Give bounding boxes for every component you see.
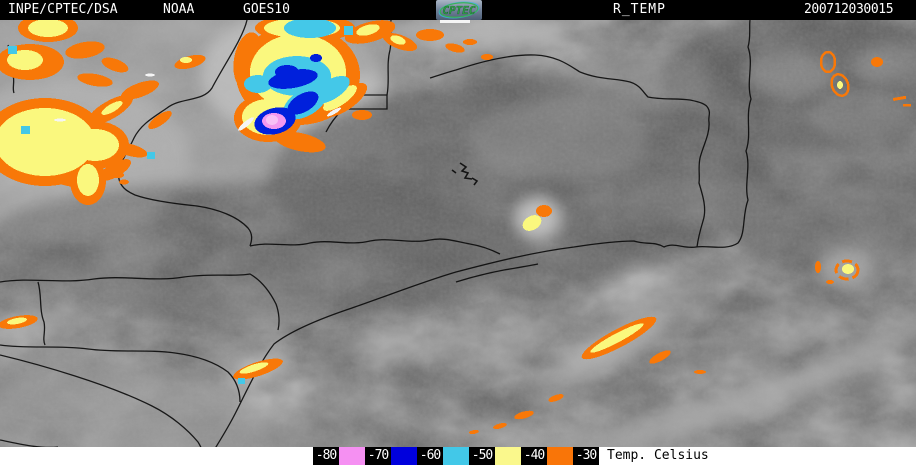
legend-temp-label: -50	[469, 447, 495, 465]
product-name-label: R_TEMP	[613, 2, 666, 17]
legend-temp-label: -40	[521, 447, 547, 465]
satellite-image-canvas	[0, 20, 916, 447]
border-line	[249, 238, 501, 255]
logo-text: CPTEC	[442, 4, 475, 17]
legend-color-swatch	[443, 447, 469, 465]
coastline	[215, 20, 752, 447]
legend-temp-label: -60	[417, 447, 443, 465]
overlay-pink-cells	[262, 113, 286, 129]
satellite-org-label: NOAA	[163, 2, 195, 17]
border-line	[429, 54, 711, 248]
header-bar: INPE/CPTEC/DSA NOAA GOES10 CPTEC R_TEMP …	[0, 0, 916, 20]
overlay-white-flecks	[54, 20, 470, 131]
border-line	[37, 281, 46, 346]
legend-title: Temp. Celsius	[607, 448, 709, 463]
border-line	[0, 354, 202, 447]
satellite-image	[0, 20, 916, 447]
legend-temp-label: -70	[365, 447, 391, 465]
legend-color-swatch	[339, 447, 365, 465]
temperature-overlay-layer	[0, 20, 911, 435]
legend-color-swatch	[547, 447, 573, 465]
border-line	[0, 344, 241, 403]
border-line	[0, 273, 280, 331]
temperature-legend: -80 -70 -60 -50 -40 -30	[313, 447, 599, 465]
legend-color-swatch	[391, 447, 417, 465]
overlay-orange-rings	[819, 50, 860, 281]
cptec-logo: CPTEC	[436, 0, 482, 20]
timestamp-label: 200712030015	[804, 2, 894, 17]
agency-label: INPE/CPTEC/DSA	[8, 2, 118, 17]
legend-temp-label: -80	[313, 447, 339, 465]
satellite-name-label: GOES10	[243, 2, 290, 17]
border-line	[0, 439, 58, 447]
water-body-marks	[451, 162, 479, 186]
legend-color-swatch	[495, 447, 521, 465]
border-line	[455, 263, 539, 283]
legend-temp-label: -30	[573, 447, 599, 465]
legend-bar: -80 -70 -60 -50 -40 -30 Temp. Celsius	[0, 447, 916, 465]
logo-swirl-green	[439, 2, 479, 18]
